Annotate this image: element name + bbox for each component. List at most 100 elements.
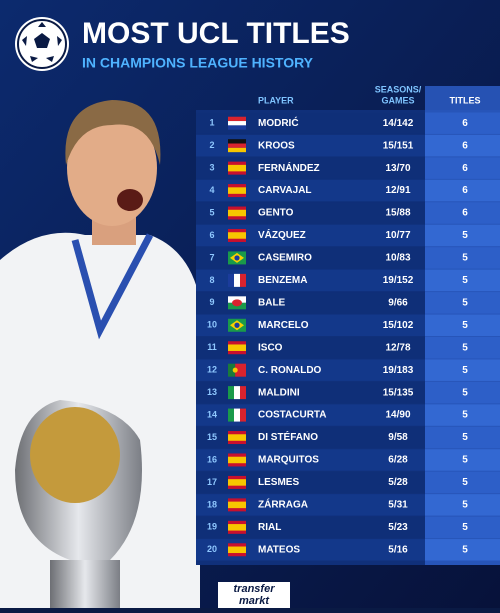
table-row (196, 314, 425, 336)
player-name: VÁZQUEZ (258, 228, 306, 241)
titles: 5 (462, 455, 468, 466)
flag (240, 386, 246, 400)
titles-cell (425, 269, 500, 292)
table-row (196, 449, 425, 471)
seasons-games: 6/28 (388, 455, 408, 466)
rank: 7 (209, 252, 214, 262)
titles-cell (425, 157, 500, 179)
flag (235, 363, 246, 377)
table-row (196, 539, 425, 561)
titles-cell (425, 224, 500, 247)
table-row (196, 494, 425, 516)
titles-cell (425, 426, 500, 449)
table-row (196, 426, 425, 449)
titles: 5 (462, 544, 468, 555)
rank: 8 (209, 275, 214, 285)
seasons-games: 15/135 (383, 387, 414, 398)
flag (234, 408, 240, 422)
flag (228, 116, 246, 122)
flag (228, 125, 246, 130)
rank: 12 (207, 365, 217, 375)
titles-cell (425, 292, 500, 314)
seasons-games: 5/23 (388, 522, 408, 533)
table-row (196, 292, 425, 314)
player-name: MARQUITOS (258, 455, 319, 466)
rank: 11 (207, 342, 217, 352)
column-header: SEASONS/ (375, 84, 422, 94)
rank: 13 (207, 387, 217, 397)
player-name: ISCO (258, 342, 283, 353)
titles: 6 (462, 118, 468, 129)
seasons-games: 15/88 (385, 208, 410, 219)
column-header: PLAYER (258, 95, 294, 105)
seasons-games: 19/183 (383, 365, 414, 376)
player-name: MALDINI (258, 387, 300, 398)
rank: 18 (207, 499, 217, 509)
titles: 5 (462, 230, 468, 241)
titles: 5 (462, 320, 468, 331)
flag (228, 386, 234, 400)
flag (228, 164, 246, 172)
flag (228, 344, 246, 351)
rank: 10 (207, 320, 217, 330)
flag (234, 386, 240, 400)
flag (228, 479, 246, 486)
rank: 20 (207, 544, 217, 554)
titles: 5 (462, 275, 468, 286)
titles: 5 (462, 342, 468, 353)
rank: 16 (207, 454, 217, 464)
logo-text: markt (239, 595, 270, 607)
flag (228, 546, 246, 554)
player-name: KROOS (258, 140, 295, 151)
logo-text: transfer (234, 583, 276, 595)
titles-cell (425, 314, 500, 336)
table-row (196, 134, 425, 157)
rank: 6 (209, 230, 214, 240)
flag (228, 524, 246, 531)
titles: 5 (462, 477, 468, 488)
flag (234, 255, 240, 261)
table-row (196, 404, 425, 426)
rank: 17 (207, 477, 217, 487)
titles: 5 (462, 432, 468, 443)
titles: 6 (462, 208, 468, 219)
rank: 14 (207, 409, 217, 419)
titles-cell (425, 539, 500, 561)
rank: 19 (207, 522, 217, 532)
seasons-games: 9/66 (388, 297, 408, 308)
seasons-games: 10/77 (385, 230, 410, 241)
flag (228, 273, 234, 287)
player-name: LESMES (258, 477, 299, 488)
player-name: MATEOS (258, 544, 300, 555)
seasons-games: 14/90 (385, 410, 410, 421)
seasons-games: 13/70 (385, 163, 410, 174)
table-row (196, 247, 425, 269)
titles: 5 (462, 522, 468, 533)
flag (228, 209, 246, 217)
player-photo (0, 100, 200, 608)
table-row (196, 179, 425, 202)
titles: 6 (462, 185, 468, 196)
footer-logo: transfer markt (218, 582, 290, 608)
titles-cell (425, 179, 500, 202)
table-row (196, 224, 425, 247)
flag (240, 408, 246, 422)
seasons-games: 15/151 (383, 140, 414, 151)
flag (228, 143, 246, 148)
flag (232, 367, 238, 373)
flag (228, 139, 246, 144)
flag (228, 363, 236, 377)
titles-cell (425, 359, 500, 381)
table-row (196, 471, 425, 494)
flag (234, 322, 240, 328)
titles: 6 (462, 163, 468, 174)
titles-cell (425, 516, 500, 539)
titles-cell (425, 449, 500, 471)
flag (234, 273, 240, 287)
titles-cell (425, 404, 500, 426)
titles-cell (425, 134, 500, 157)
titles: 5 (462, 297, 468, 308)
player-name: BALE (258, 297, 286, 308)
flag (228, 501, 246, 509)
